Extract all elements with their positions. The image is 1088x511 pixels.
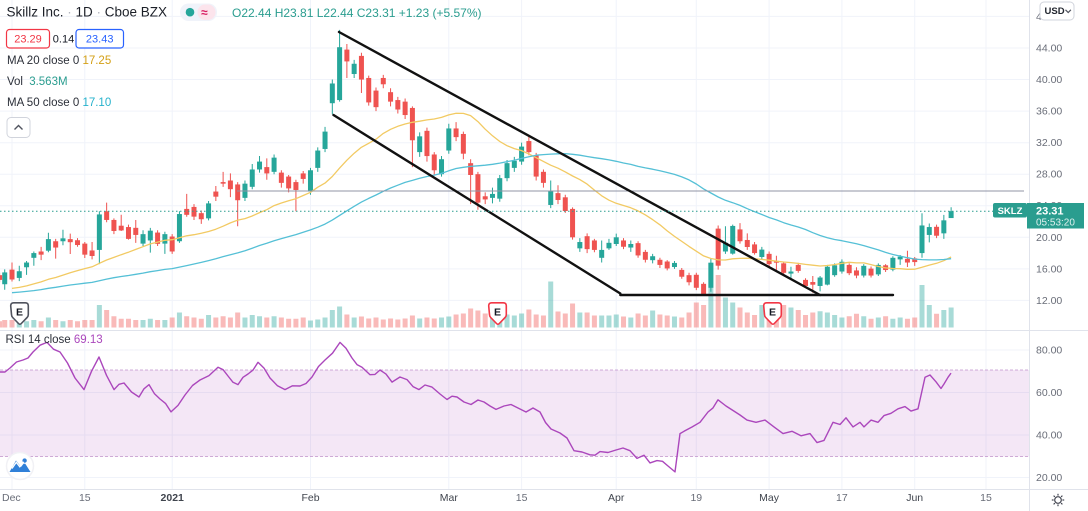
svg-text:Skillz Inc. · 1D · Cboe BZX: Skillz Inc. · 1D · Cboe BZX [7, 5, 168, 20]
svg-text:16.00: 16.00 [1036, 263, 1062, 275]
svg-text:E: E [494, 307, 501, 319]
svg-text:15: 15 [980, 492, 992, 504]
svg-text:28.00: 28.00 [1036, 169, 1062, 181]
svg-text:SKLZ: SKLZ [998, 206, 1023, 217]
svg-text:Apr: Apr [608, 492, 625, 504]
svg-text:40.00: 40.00 [1036, 74, 1062, 86]
svg-text:44.00: 44.00 [1036, 43, 1062, 55]
svg-text:May: May [759, 492, 780, 504]
svg-text:80.00: 80.00 [1036, 345, 1062, 357]
svg-text:Jun: Jun [906, 492, 923, 504]
svg-text:E: E [16, 307, 23, 319]
svg-text:40.00: 40.00 [1036, 430, 1062, 442]
svg-text:≈: ≈ [201, 6, 208, 20]
svg-text:15: 15 [516, 492, 528, 504]
svg-text:USD: USD [1045, 6, 1065, 17]
svg-text:60.00: 60.00 [1036, 387, 1062, 399]
svg-text:0.14: 0.14 [53, 34, 74, 46]
svg-text:36.00: 36.00 [1036, 106, 1062, 118]
svg-text:17: 17 [836, 492, 848, 504]
svg-text:Feb: Feb [301, 492, 319, 504]
svg-text:O22.44 H23.81 L22.44 C23.31 +1: O22.44 H23.81 L22.44 C23.31 +1.23 (+5.57… [232, 6, 482, 20]
svg-text:05:53:20: 05:53:20 [1036, 218, 1075, 229]
svg-text:20.00: 20.00 [1036, 232, 1062, 244]
svg-text:23.31: 23.31 [1036, 206, 1064, 218]
svg-text:23.43: 23.43 [86, 34, 114, 46]
svg-text:2021: 2021 [161, 492, 185, 504]
svg-text:15: 15 [79, 492, 91, 504]
svg-text:Mar: Mar [440, 492, 459, 504]
svg-text:Vol 3.563M: Vol 3.563M [7, 76, 68, 88]
svg-text:E: E [769, 307, 776, 319]
svg-text:19: 19 [690, 492, 702, 504]
svg-text:MA 20 close 0 17.25: MA 20 close 0 17.25 [7, 55, 111, 67]
svg-text:32.00: 32.00 [1036, 137, 1062, 149]
svg-text:20.00: 20.00 [1036, 472, 1062, 484]
svg-text:12.00: 12.00 [1036, 295, 1062, 307]
svg-text:Dec: Dec [2, 492, 21, 504]
svg-text:RSI 14 close 69.13: RSI 14 close 69.13 [6, 334, 103, 346]
svg-text:MA 50 close 0 17.10: MA 50 close 0 17.10 [7, 97, 111, 109]
svg-text:23.29: 23.29 [14, 34, 42, 46]
